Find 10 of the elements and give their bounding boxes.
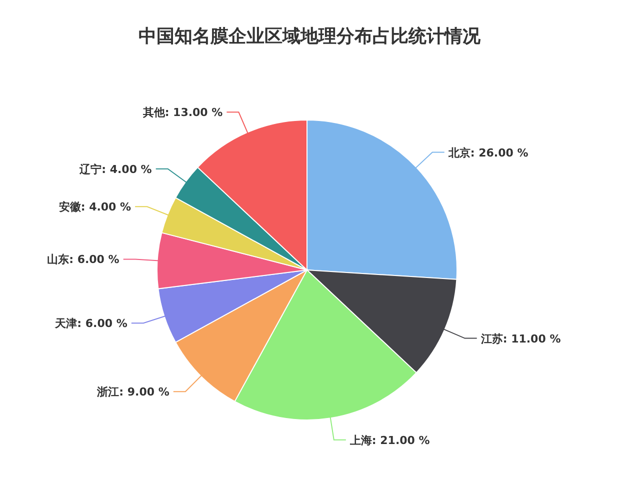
slice-label: 其他: 13.00 %	[142, 106, 223, 120]
chart-title: 中国知名膜企业区域地理分布占比统计情况	[138, 26, 482, 47]
slice-label: 天津: 6.00 %	[54, 317, 128, 330]
slice-label: 北京: 26.00 %	[447, 146, 528, 160]
slice-label: 山东: 6.00 %	[47, 253, 120, 266]
slice-label: 浙江: 9.00 %	[96, 386, 170, 399]
slice-label: 上海: 21.00 %	[348, 434, 430, 447]
slice-label: 辽宁: 4.00 %	[78, 162, 152, 176]
slice-label: 安徽: 4.00 %	[58, 200, 132, 214]
slice-label: 江苏: 11.00 %	[480, 332, 561, 346]
